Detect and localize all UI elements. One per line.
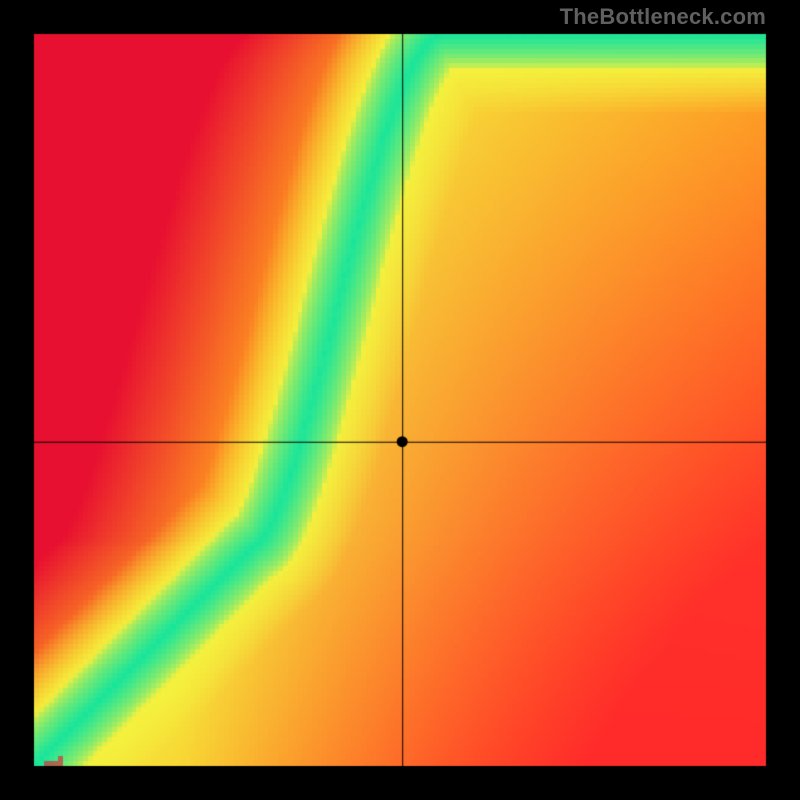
watermark-text: TheBottleneck.com <box>560 4 766 30</box>
bottleneck-heatmap <box>0 0 800 800</box>
